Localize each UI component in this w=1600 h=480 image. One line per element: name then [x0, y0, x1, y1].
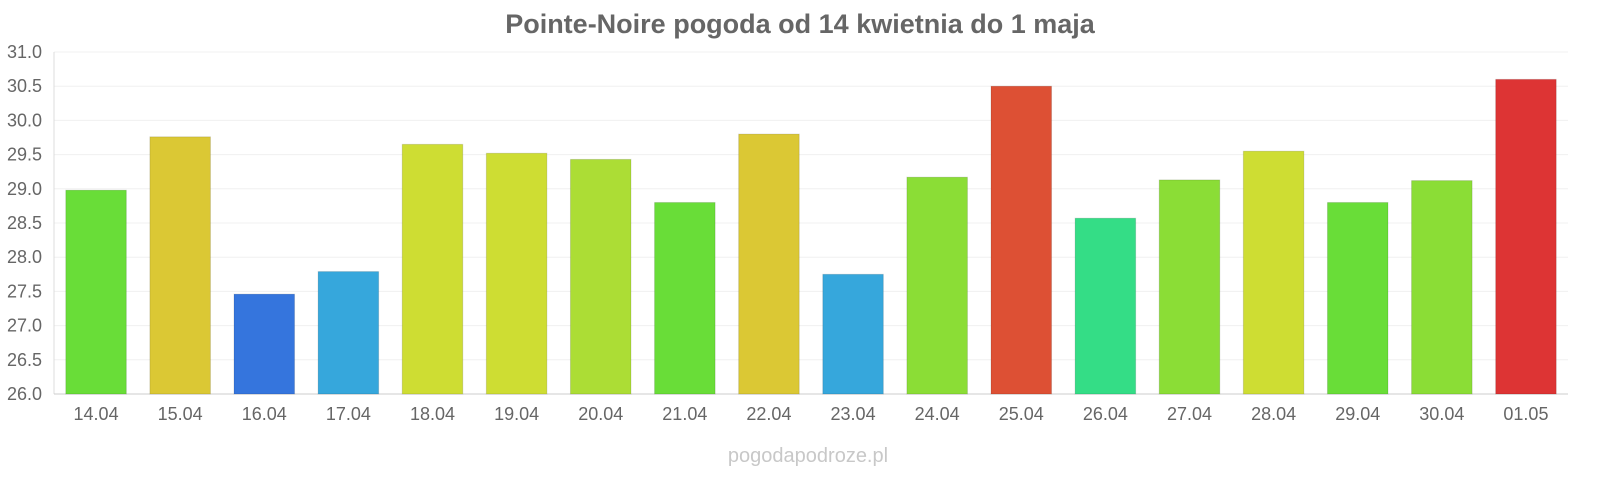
bar-27.04: [1158, 179, 1221, 395]
x-tick-label: 30.04: [1419, 404, 1464, 424]
x-tick-label: 24.04: [915, 404, 960, 424]
x-tick-label: 01.05: [1503, 404, 1548, 424]
bar-25.04: [990, 85, 1053, 395]
bar-24.04: [906, 176, 968, 395]
bar-19.04: [485, 152, 548, 395]
bar-16.04: [233, 293, 296, 395]
axes: [53, 52, 1568, 395]
y-tick-label: 27.0: [7, 316, 42, 336]
x-tick-label: 28.04: [1251, 404, 1296, 424]
y-tick-label: 29.5: [7, 145, 42, 165]
bar-21.04: [654, 201, 716, 395]
x-tick-label: 20.04: [578, 404, 623, 424]
y-tick-label: 28.5: [7, 213, 42, 233]
x-tick-label: 16.04: [242, 404, 287, 424]
watermark: pogodapodroze.pl: [728, 445, 888, 467]
y-tick-label: 30.0: [7, 110, 42, 130]
x-tick-label: 14.04: [74, 404, 119, 424]
bar-26.04: [1074, 217, 1137, 395]
x-tick-label: 15.04: [158, 404, 203, 424]
y-tick-labels: 26.0 26.5 27.0 27.5 28.0 28.5 29.0 29.5 30.0 30.5…: [7, 42, 42, 404]
x-tick-label: 22.04: [746, 404, 791, 424]
bar-23.04: [822, 273, 884, 395]
bar-17.04: [317, 271, 380, 395]
x-tick-labels: 14.04 15.04 16.04 17.04 18.04 19.04 20.04 21.04…: [74, 404, 1549, 424]
x-tick-label: 18.04: [410, 404, 455, 424]
y-tick-label: 28.0: [7, 247, 42, 267]
y-tick-label: 27.5: [7, 281, 42, 301]
y-tick-label: 26.0: [7, 384, 42, 404]
x-tick-label: 17.04: [326, 404, 371, 424]
bars: [65, 78, 1557, 395]
bar-18.04: [401, 143, 464, 395]
chart-title: Pointe-Noire pogoda od 14 kwietnia do 1 …: [505, 9, 1096, 39]
bar-01.05: [1495, 78, 1557, 395]
bar-14.04: [65, 189, 127, 395]
x-tick-label: 29.04: [1335, 404, 1380, 424]
bar-28.04: [1242, 150, 1305, 395]
grid-lines: [54, 51, 1568, 361]
x-tick-label: 27.04: [1167, 404, 1212, 424]
x-tick-label: 21.04: [662, 404, 707, 424]
x-tick-label: 19.04: [494, 404, 539, 424]
y-tick-label: 26.5: [7, 350, 42, 370]
y-tick-label: 31.0: [7, 42, 42, 62]
x-tick-label: 26.04: [1083, 404, 1128, 424]
bar-30.04: [1411, 180, 1473, 395]
y-tick-label: 29.0: [7, 179, 42, 199]
x-tick-label: 25.04: [999, 404, 1044, 424]
bar-15.04: [149, 136, 211, 395]
bar-22.04: [738, 133, 800, 395]
bar-20.04: [569, 158, 632, 395]
y-tick-label: 30.5: [7, 76, 42, 96]
bar-29.04: [1326, 201, 1389, 395]
x-tick-label: 23.04: [831, 404, 876, 424]
